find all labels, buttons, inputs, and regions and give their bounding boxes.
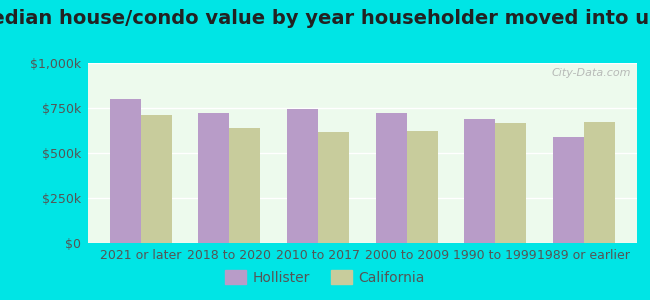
Legend: Hollister, California: Hollister, California [220, 264, 430, 290]
Bar [376, 113, 407, 243]
Bar [318, 132, 349, 243]
Bar [407, 131, 437, 243]
Text: Median house/condo value by year householder moved into unit: Median house/condo value by year househo… [0, 9, 650, 28]
Bar [141, 115, 172, 243]
Text: City-Data.com: City-Data.com [552, 68, 632, 78]
Bar [495, 123, 526, 243]
Bar [464, 119, 495, 243]
Bar [287, 109, 318, 243]
Bar [198, 113, 229, 243]
Bar [584, 122, 615, 243]
Bar [553, 137, 584, 243]
Bar [110, 99, 141, 243]
Bar [229, 128, 261, 243]
